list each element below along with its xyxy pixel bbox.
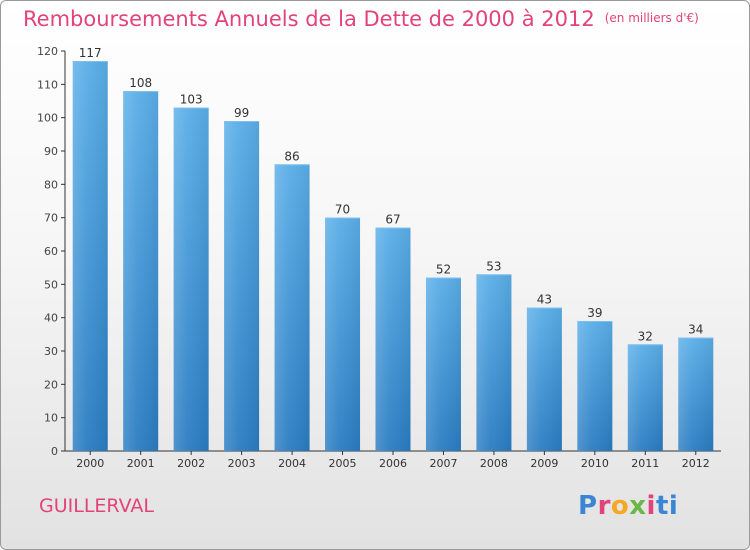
city-name: GUILLERVAL: [39, 495, 154, 517]
logo-letter: r: [597, 491, 611, 521]
bar-shine-2009: [526, 307, 562, 451]
bar-value-label: 32: [638, 329, 653, 343]
logo-letter: o: [610, 491, 630, 521]
y-tick-label: 90: [44, 145, 58, 158]
chart-title-text: Remboursements Annuels de la Dette de 20…: [23, 7, 595, 31]
y-tick-label: 80: [44, 178, 58, 191]
y-tick-label: 70: [44, 212, 58, 225]
y-tick-label: 60: [44, 245, 58, 258]
y-tick-label: 110: [37, 78, 58, 91]
y-tick-label: 100: [37, 112, 58, 125]
chart-unit-label: (en milliers d'€): [604, 11, 699, 25]
bar-value-label: 70: [335, 203, 350, 217]
logo-letter: t: [655, 491, 669, 521]
bar-shine-2010: [577, 321, 613, 451]
logo-letter: i: [668, 491, 679, 521]
x-tick-label: 2009: [530, 457, 558, 470]
bar-shine-2003: [224, 121, 260, 451]
bar-value-label: 86: [284, 149, 299, 163]
y-tick-label: 40: [44, 312, 58, 325]
bars: [72, 61, 714, 452]
chart-title: Remboursements Annuels de la Dette de 20…: [23, 7, 699, 31]
x-tick-label: 2011: [631, 457, 659, 470]
logo-letter: x: [629, 491, 647, 521]
bar-value-label: 53: [486, 259, 501, 273]
bar-shine-2002: [173, 107, 209, 452]
x-tick-label: 2007: [429, 457, 457, 470]
y-tick-label: 0: [51, 445, 58, 458]
proxiti-logo: Proxiti: [578, 491, 678, 521]
x-tick-label: 2000: [76, 457, 104, 470]
x-tick-label: 2004: [278, 457, 306, 470]
bar-shine-2006: [375, 227, 411, 451]
bar-value-label: 108: [129, 76, 152, 90]
x-tick-label: 2005: [329, 457, 357, 470]
bar-shine-2007: [425, 277, 461, 451]
bar-value-label: 39: [587, 306, 602, 320]
bar-shine-2012: [678, 337, 714, 451]
x-tick-label: 2008: [480, 457, 508, 470]
data-labels: 2000 117 2001 108 2002 103 2003 99 2004 86 2005 70 2…: [76, 46, 710, 470]
bar-shine-2011: [627, 344, 663, 451]
y-tick-label: 50: [44, 278, 58, 291]
x-tick-label: 2012: [682, 457, 710, 470]
bar-shine-2005: [325, 217, 361, 451]
x-tick-label: 2002: [177, 457, 205, 470]
bar-value-label: 67: [385, 213, 400, 227]
x-tick-label: 2001: [127, 457, 155, 470]
y-tick-label: 30: [44, 345, 58, 358]
x-tick-label: 2010: [581, 457, 609, 470]
y-tick-label: 20: [44, 378, 58, 391]
x-tick-label: 2003: [228, 457, 256, 470]
bar-value-label: 52: [436, 263, 451, 277]
bar-value-label: 99: [234, 106, 249, 120]
y-tick-label: 120: [37, 45, 58, 58]
y-tick-label: 10: [44, 412, 58, 425]
bar-value-label: 103: [180, 93, 203, 107]
logo-letter: i: [646, 491, 656, 521]
bar-shine-2001: [123, 91, 159, 451]
bar-shine-2008: [476, 274, 512, 451]
bar-value-label: 117: [79, 46, 102, 60]
bar-value-label: 43: [537, 293, 552, 307]
x-tick-label: 2006: [379, 457, 407, 470]
bar-shine-2004: [274, 164, 310, 452]
logo-letter: P: [578, 491, 598, 521]
bar-value-label: 34: [688, 323, 703, 337]
bar-shine-2000: [72, 61, 108, 451]
